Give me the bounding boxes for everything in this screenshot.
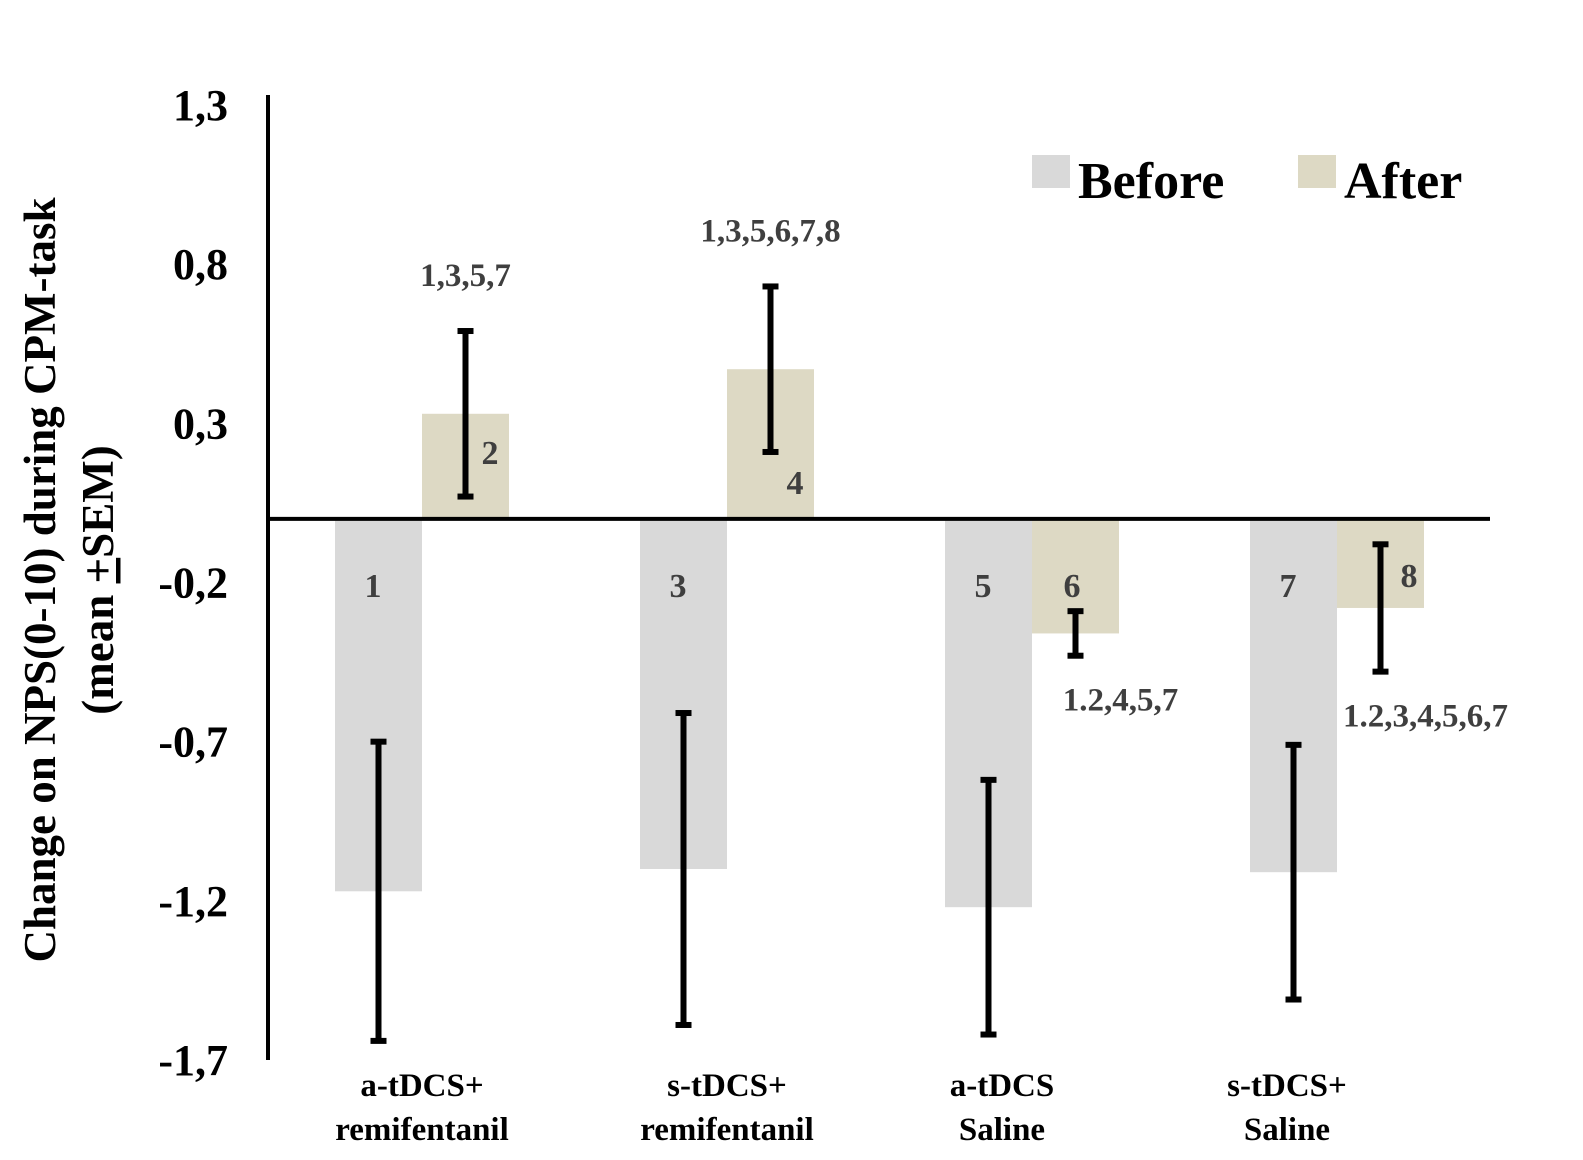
legend: Before After	[1032, 153, 1462, 210]
x-category-label: a-tDCS Saline	[950, 1068, 1055, 1148]
bar-number-label: 3	[670, 568, 687, 605]
y-tick-label: -1,7	[158, 1036, 228, 1085]
y-axis-title-plusminus: +	[73, 558, 123, 584]
bar-number-label: 4	[787, 465, 804, 502]
y-tick-label: 0,8	[173, 240, 228, 289]
axes-layer: 1,3 0,8 0,3 -0,2 -0,7 -1,2 -1,7 a-tDCS+ remifent…	[158, 81, 1490, 1148]
labels-layer: 1 3 5 7 2 1,3,5,7 4 1,3,5,6,7,8 6 1.2,4,5,7 8 1.2,3…	[365, 213, 1509, 734]
x-category-label-line1: a-tDCS	[950, 1068, 1055, 1104]
significance-annotation: 1.2,4,5,7	[1063, 683, 1179, 719]
legend-label: Before	[1078, 153, 1224, 210]
y-tick-label: -0,7	[158, 718, 228, 767]
bar-number-label: 8	[1401, 558, 1418, 595]
significance-annotation: 1,3,5,7	[420, 258, 511, 294]
bar-number-label: 6	[1064, 568, 1081, 605]
legend-item-before: Before	[1032, 153, 1224, 210]
y-axis-title-line1: Change on NPS(0-10) during CPM-task	[15, 197, 65, 962]
x-category-label: s-tDCS+ remifentanil	[640, 1068, 814, 1148]
bar-number-label: 7	[1280, 568, 1297, 605]
legend-swatch	[1032, 155, 1070, 188]
y-tick-label: -0,2	[158, 559, 228, 608]
legend-swatch	[1298, 155, 1336, 188]
error-bar-after-3	[1067, 608, 1084, 659]
error-bar-before-1	[370, 738, 387, 1044]
bar-number-label: 1	[365, 568, 382, 605]
legend-label: After	[1344, 153, 1462, 210]
x-category-label-line1: a-tDCS+	[360, 1068, 483, 1104]
error-bars-layer	[370, 283, 1389, 1044]
error-bar-after-2	[762, 283, 779, 455]
x-category-label-line2: remifentanil	[335, 1112, 509, 1148]
x-category-label-line2: remifentanil	[640, 1112, 814, 1148]
y-tick-label: -1,2	[158, 877, 228, 926]
y-axis-title: Change on NPS(0-10) during CPM-task (mea…	[15, 197, 123, 962]
x-category-label-line2: Saline	[959, 1112, 1045, 1148]
x-category-label: s-tDCS+ Saline	[1227, 1068, 1347, 1148]
y-axis-title-mean: (mean	[73, 583, 123, 714]
x-category-label-line2: Saline	[1244, 1112, 1330, 1148]
significance-annotation: 1,3,5,6,7,8	[700, 213, 840, 249]
bar-number-label: 2	[482, 435, 499, 472]
y-axis-title-sem: SEM)	[73, 445, 123, 558]
x-category-label: a-tDCS+ remifentanil	[335, 1068, 509, 1148]
error-bar-before-4	[1285, 741, 1302, 1003]
y-tick-label: 0,3	[173, 399, 228, 448]
bar-number-label: 5	[975, 568, 992, 605]
x-category-label-line1: s-tDCS+	[1227, 1068, 1347, 1104]
legend-item-after: After	[1298, 153, 1462, 210]
error-bar-after-1	[457, 328, 474, 500]
error-bar-after-4	[1372, 541, 1389, 675]
y-axis-title-line2: (mean +SEM)	[73, 445, 123, 714]
y-tick-label: 1,3	[173, 81, 228, 130]
error-bar-before-2	[675, 710, 692, 1028]
error-bar-before-3	[980, 776, 997, 1038]
x-category-label-line1: s-tDCS+	[667, 1068, 787, 1104]
significance-annotation: 1.2,3,4,5,6,7	[1343, 699, 1508, 735]
